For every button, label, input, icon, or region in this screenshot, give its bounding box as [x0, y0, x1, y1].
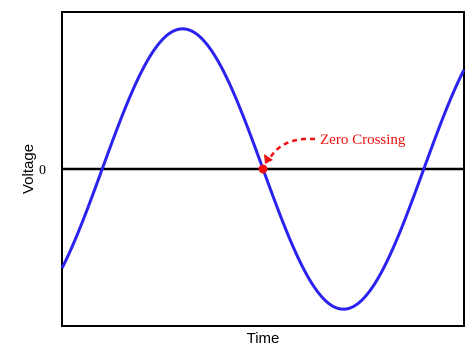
zero-crossing-point	[258, 164, 268, 174]
zero-crossing-arrow	[267, 137, 316, 161]
y-axis-label: Voltage	[20, 144, 37, 194]
zero-crossing-label: Zero Crossing	[320, 132, 406, 148]
zero-crossing-arrowhead	[264, 154, 273, 164]
x-axis-label: Time	[247, 330, 280, 347]
y-tick-label: 0	[39, 163, 46, 178]
